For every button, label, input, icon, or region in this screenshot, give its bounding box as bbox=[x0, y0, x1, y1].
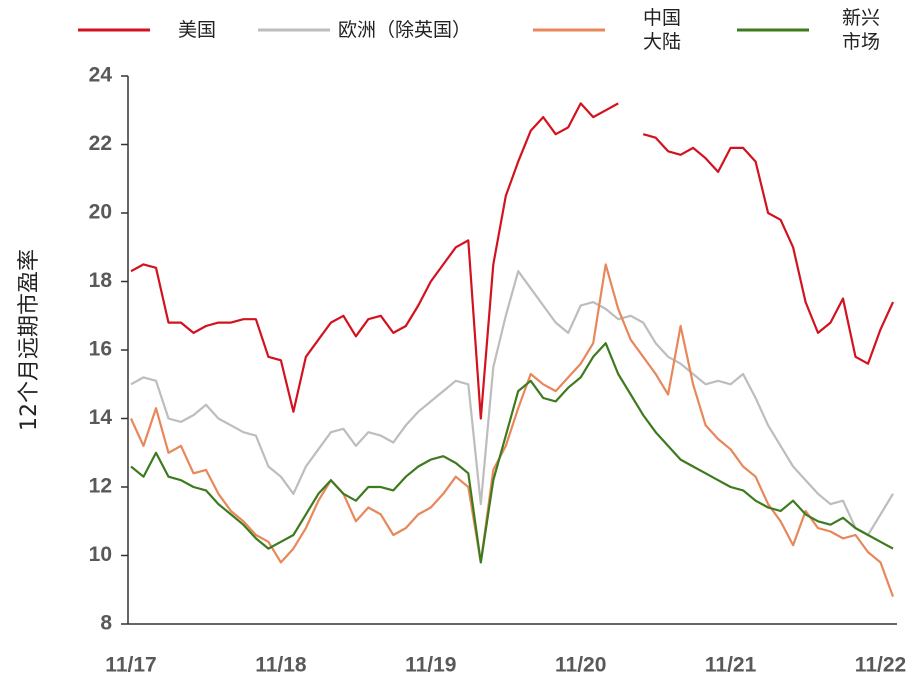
y-tick-label: 8 bbox=[100, 612, 112, 635]
y-tick-label: 10 bbox=[89, 543, 112, 566]
legend-label: 新兴市场 bbox=[842, 7, 881, 53]
legend-label: 欧洲（除英国） bbox=[338, 19, 472, 41]
y-tick-label: 12 bbox=[89, 475, 112, 498]
y-tick-label: 20 bbox=[89, 201, 112, 224]
series-line bbox=[130, 342, 894, 564]
series-line bbox=[129, 263, 895, 597]
y-axis-label: 12个月远期市盈率 bbox=[17, 249, 42, 431]
y-tick-label: 22 bbox=[89, 132, 112, 155]
y-tick-label: 14 bbox=[89, 406, 113, 429]
legend-label: 美国 bbox=[178, 19, 217, 41]
y-tick-label: 18 bbox=[89, 269, 113, 292]
x-tick-label: 11/20 bbox=[555, 654, 606, 677]
x-tick-label: 11/17 bbox=[105, 654, 156, 677]
x-tick-label: 11/21 bbox=[705, 654, 757, 677]
x-tick-label: 11/19 bbox=[405, 654, 456, 677]
series-line bbox=[130, 270, 894, 537]
y-tick-label: 16 bbox=[89, 338, 112, 361]
x-tick-label: 11/18 bbox=[255, 654, 307, 677]
series-line bbox=[130, 102, 895, 420]
y-tick-label: 24 bbox=[89, 64, 113, 87]
legend-label: 中国大陆 bbox=[643, 7, 682, 53]
x-tick-label: 11/22 bbox=[855, 654, 906, 677]
